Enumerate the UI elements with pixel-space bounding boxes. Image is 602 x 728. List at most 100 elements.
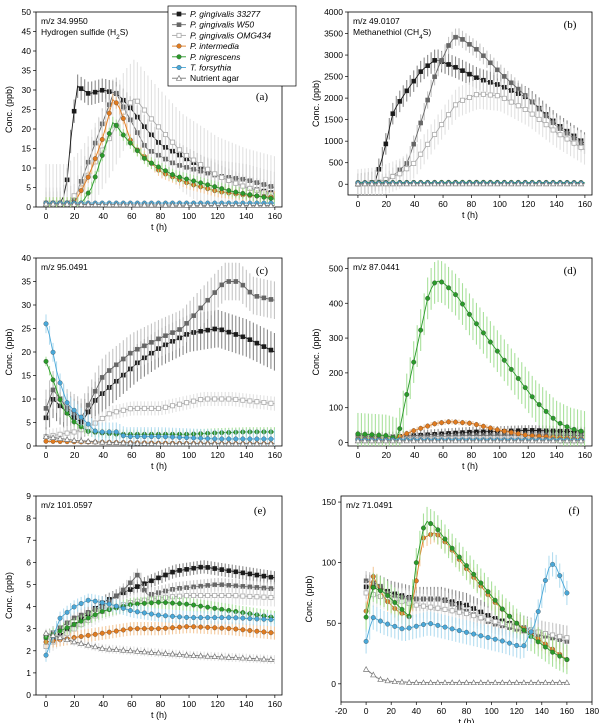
data-point <box>205 615 210 620</box>
data-point <box>233 616 238 621</box>
data-point <box>100 153 105 158</box>
data-point <box>184 615 189 620</box>
data-point <box>474 93 478 97</box>
panel-letter: (d) <box>564 265 577 277</box>
data-point <box>241 283 245 287</box>
data-point <box>149 601 154 606</box>
data-point <box>269 630 274 635</box>
data-point <box>156 434 161 439</box>
data-point <box>363 432 368 437</box>
data-point <box>149 434 154 439</box>
data-point <box>255 400 259 404</box>
x-tick-label: 60 <box>438 450 448 460</box>
x-tick-label: 20 <box>70 211 80 221</box>
x-tick-label: 100 <box>493 450 507 460</box>
y-tick-label: 2 <box>26 646 31 656</box>
data-point <box>184 624 189 629</box>
data-point <box>163 573 167 577</box>
data-point <box>421 604 425 608</box>
data-point <box>135 434 140 439</box>
y-axis-label: Conc. (ppb) <box>311 328 321 375</box>
data-point <box>44 653 49 658</box>
data-point <box>135 610 140 615</box>
data-point <box>486 618 490 622</box>
data-point <box>436 623 441 628</box>
y-tick-label: 30 <box>22 85 32 95</box>
x-tick-label: 80 <box>156 450 166 460</box>
panel-annotation: m/z 49.0107 <box>353 16 400 26</box>
data-point <box>523 385 528 390</box>
x-tick-label: 60 <box>438 199 448 209</box>
data-point <box>206 328 210 332</box>
data-point <box>100 609 105 614</box>
data-point <box>400 626 405 631</box>
y-tick-label: 6 <box>26 557 31 567</box>
data-point <box>233 627 238 632</box>
data-point <box>100 631 105 636</box>
x-tick-label: 80 <box>462 706 472 716</box>
data-point <box>199 397 203 401</box>
data-point <box>163 334 167 338</box>
data-point <box>170 625 175 630</box>
data-point <box>474 76 478 80</box>
data-point <box>479 581 484 586</box>
data-point <box>439 420 444 425</box>
x-tick-label: 100 <box>493 199 507 209</box>
data-point <box>255 595 259 599</box>
data-point <box>428 621 433 626</box>
data-point <box>135 347 139 351</box>
legend-label: P. gingivalis 33277 <box>190 9 261 19</box>
plot-area-e <box>43 560 274 664</box>
data-point <box>149 626 154 631</box>
data-point <box>142 156 147 161</box>
y-tick-label: 0 <box>331 679 336 689</box>
data-point <box>248 572 252 576</box>
data-point <box>530 394 535 399</box>
data-point <box>142 344 146 348</box>
plot-area-c <box>43 263 274 449</box>
y-tick-label: 500 <box>329 158 343 168</box>
data-point <box>93 429 98 434</box>
data-point <box>248 616 253 621</box>
data-point <box>184 401 188 405</box>
data-point <box>72 420 77 425</box>
data-point <box>135 573 139 577</box>
data-point <box>412 161 416 165</box>
data-point <box>128 407 132 411</box>
data-point <box>234 181 238 185</box>
data-point <box>255 294 259 298</box>
panel-annotation: m/z 95.0491 <box>41 262 88 272</box>
data-point <box>453 35 457 39</box>
data-point <box>142 406 146 410</box>
x-tick-label: 120 <box>521 199 535 209</box>
data-point <box>384 433 389 438</box>
data-point <box>100 137 105 142</box>
data-point <box>446 420 451 425</box>
data-point <box>467 42 471 46</box>
data-point <box>213 397 217 401</box>
x-tick-label: 140 <box>239 450 253 460</box>
data-point <box>421 622 426 627</box>
data-point <box>405 89 409 93</box>
data-point <box>234 594 238 598</box>
data-point <box>464 563 469 568</box>
data-point <box>156 600 161 605</box>
legend-label: P. gingivalis OMG434 <box>190 30 271 40</box>
data-point <box>128 434 133 439</box>
data-point <box>213 290 217 294</box>
data-point <box>184 567 188 571</box>
data-point <box>191 624 196 629</box>
x-tick-label: 80 <box>467 199 477 209</box>
data-point <box>269 348 273 352</box>
data-point <box>446 285 451 290</box>
data-point <box>170 601 175 606</box>
data-point <box>467 312 472 317</box>
y-tick-label: 35 <box>22 277 32 287</box>
x-tick-label: 140 <box>239 211 253 221</box>
data-point <box>537 117 541 121</box>
data-point <box>198 615 203 620</box>
data-point <box>472 614 476 618</box>
x-tick-label: 140 <box>549 199 563 209</box>
x-tick-label: 120 <box>510 706 524 716</box>
data-point <box>114 604 119 609</box>
